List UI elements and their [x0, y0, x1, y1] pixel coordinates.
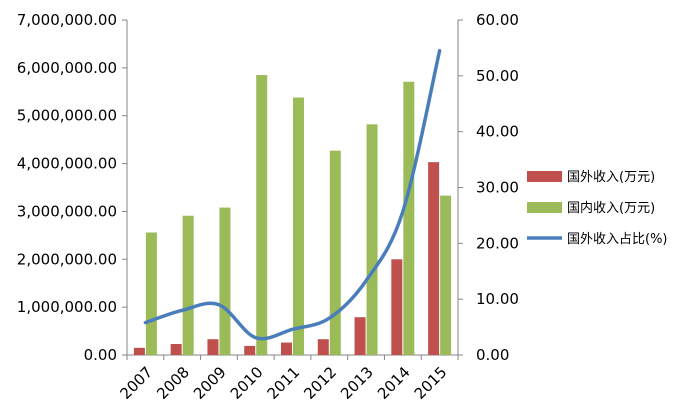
y-tick-left-label: 7,000,000.00	[17, 11, 117, 29]
bars	[133, 75, 452, 356]
bar-foreign	[170, 343, 182, 355]
bar-domestic	[293, 97, 304, 356]
bar-foreign	[354, 317, 366, 355]
bar-domestic	[219, 207, 231, 355]
line-series	[143, 48, 442, 341]
bar-foreign	[244, 345, 256, 355]
bar-foreign	[391, 259, 403, 355]
bar-domestic	[403, 81, 415, 355]
y-tick-left-label: 3,000,000.00	[17, 202, 117, 220]
legend: 国外收入(万元) 国内收入(万元) 国外收入占比(%)	[527, 170, 668, 247]
y-tick-left-label: 4,000,000.00	[17, 155, 117, 173]
y-tick-left-label: 5,000,000.00	[17, 107, 117, 125]
y-tick-left-label: 6,000,000.00	[17, 59, 117, 77]
x-tick-label: 2015	[411, 363, 451, 403]
bar-foreign	[428, 162, 440, 355]
bar-domestic	[366, 124, 378, 355]
bar-domestic	[182, 215, 194, 355]
y-tick-right-label: 40.00	[476, 123, 519, 141]
x-tick-label: 2007	[116, 363, 156, 403]
y-tick-right-label: 50.00	[476, 67, 519, 85]
y-tick-right-label: 0.00	[476, 346, 509, 364]
legend-label: 国外收入(万元)	[567, 170, 655, 185]
axes	[122, 19, 463, 360]
x-tick-label: 2010	[227, 363, 267, 403]
y-tick-right-label: 60.00	[476, 11, 519, 29]
bar-domestic	[329, 150, 341, 355]
x-tick-label: 2013	[337, 363, 377, 403]
bar-foreign	[281, 342, 292, 355]
x-tick-label: 2011	[264, 363, 304, 403]
bar-foreign	[133, 347, 145, 355]
bar-domestic	[256, 75, 268, 356]
y-tick-right-label: 30.00	[476, 179, 519, 197]
y-tick-left-label: 2,000,000.00	[17, 250, 117, 268]
bar-foreign	[207, 339, 219, 355]
legend-swatch	[527, 171, 562, 182]
legend-label: 国外收入占比(%)	[567, 232, 668, 247]
y-tick-left-label: 0.00	[84, 346, 117, 364]
legend-swatch	[527, 202, 562, 213]
x-tick-label: 2008	[153, 363, 193, 403]
bar-foreign	[317, 339, 329, 355]
y-tick-left-label: 1,000,000.00	[17, 298, 117, 316]
y-tick-right-label: 20.00	[476, 234, 519, 252]
legend-label: 国内收入(万元)	[567, 200, 655, 216]
x-tick-label: 2014	[374, 363, 414, 403]
bar-domestic	[145, 232, 157, 355]
bar-domestic	[440, 195, 452, 355]
x-tick-label: 2012	[300, 363, 340, 403]
x-tick-label: 2009	[190, 363, 230, 403]
y-tick-right-label: 10.00	[476, 290, 519, 308]
